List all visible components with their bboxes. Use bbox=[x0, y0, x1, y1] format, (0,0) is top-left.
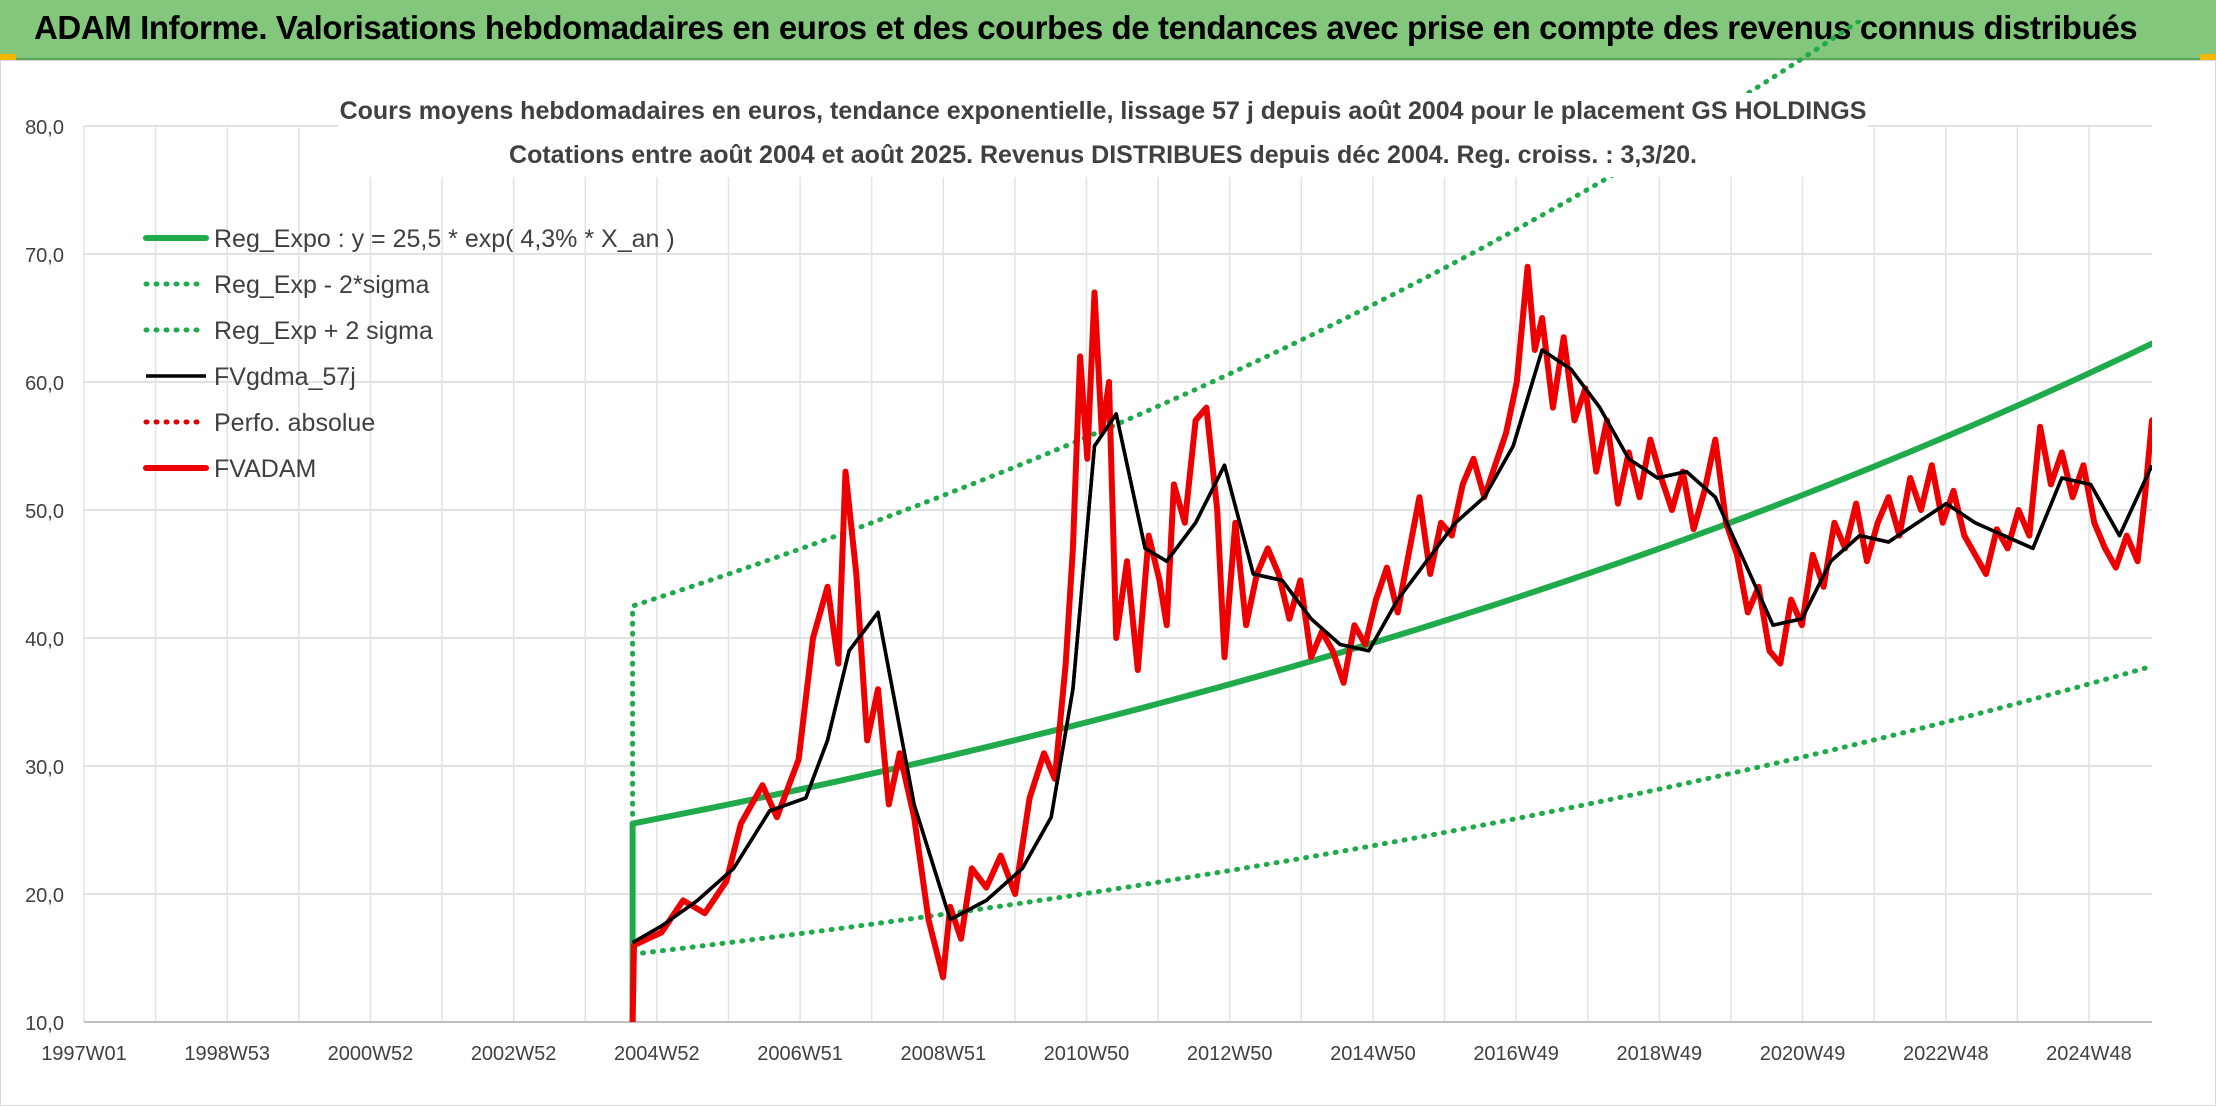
series-line-5 bbox=[629, 263, 2152, 1022]
legend-label: Reg_Exp - 2*sigma bbox=[214, 271, 429, 299]
series-line-0 bbox=[629, 340, 2152, 1022]
x-tick-label: 2012W50 bbox=[1187, 1043, 1273, 1065]
legend-label: Reg_Expo : y = 25,5 * exp( 4,3% * X_an ) bbox=[214, 225, 675, 253]
report-title: ADAM Informe. Valorisations hebdomadaire… bbox=[34, 9, 2138, 46]
chart-title: Cours moyens hebdomadaires en euros, ten… bbox=[340, 97, 1867, 125]
x-tick-label: 2022W48 bbox=[1903, 1043, 1989, 1065]
x-tick-label: 2010W50 bbox=[1044, 1043, 1130, 1065]
y-tick-label: 80,0 bbox=[25, 117, 64, 139]
series-line-1 bbox=[630, 663, 2152, 957]
y-tick-label: 10,0 bbox=[25, 1013, 64, 1035]
x-tick-label: 2020W49 bbox=[1760, 1043, 1846, 1065]
series-line-smoothing-top bbox=[631, 348, 2152, 945]
y-tick-label: 20,0 bbox=[25, 885, 64, 907]
y-tick-label: 50,0 bbox=[25, 501, 64, 523]
x-tick-label: 1998W53 bbox=[184, 1043, 270, 1065]
report-banner: ADAM Informe. Valorisations hebdomadaire… bbox=[0, 0, 2216, 60]
data-series bbox=[629, 20, 2152, 1022]
chart-legend: Reg_Expo : y = 25,5 * exp( 4,3% * X_an )… bbox=[143, 225, 675, 483]
x-tick-label: 2018W49 bbox=[1617, 1043, 1703, 1065]
y-tick-label: 30,0 bbox=[25, 757, 64, 779]
legend-label: FVADAM bbox=[214, 455, 316, 483]
x-tick-label: 2024W48 bbox=[2046, 1043, 2132, 1065]
y-tick-label: 70,0 bbox=[25, 245, 64, 267]
legend-label: Perfo. absolue bbox=[214, 409, 375, 437]
x-tick-label: 2016W49 bbox=[1473, 1043, 1559, 1065]
corner-marker-right bbox=[2200, 54, 2216, 61]
title-background bbox=[338, 93, 1868, 177]
x-tick-label: 2002W52 bbox=[471, 1043, 557, 1065]
y-tick-label: 60,0 bbox=[25, 373, 64, 395]
x-tick-label: 2004W52 bbox=[614, 1043, 700, 1065]
chart-subtitle: Cotations entre août 2004 et août 2025. … bbox=[509, 141, 1697, 169]
x-tick-label: 2014W50 bbox=[1330, 1043, 1416, 1065]
x-tick-label: 2008W51 bbox=[900, 1043, 986, 1065]
axis-labels: 10,0 20,0 30,0 40,0 50,0 60,0 70,0 80,0 1997W01 1… bbox=[25, 117, 2152, 1065]
legend-label: FVgdma_57j bbox=[214, 363, 356, 391]
legend-label: Reg_Exp + 2 sigma bbox=[214, 317, 433, 345]
x-tick-label: 1997W01 bbox=[41, 1043, 127, 1065]
x-tick-label: 2006W51 bbox=[757, 1043, 843, 1065]
x-tick-label: 2000W52 bbox=[328, 1043, 414, 1065]
y-tick-label: 40,0 bbox=[25, 629, 64, 651]
corner-marker-left bbox=[0, 54, 16, 61]
